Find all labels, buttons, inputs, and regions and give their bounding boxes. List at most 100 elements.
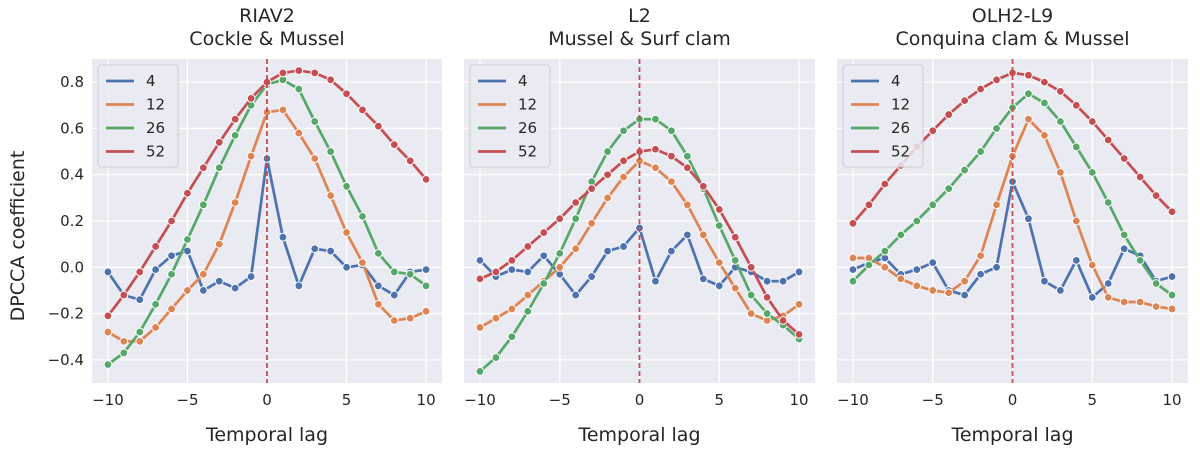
data-point	[507, 304, 517, 314]
data-point	[358, 105, 367, 115]
x-tick-label: 10	[1162, 391, 1181, 409]
data-point	[682, 151, 692, 161]
y-tick-label: 0.4	[60, 166, 84, 184]
data-point	[1024, 89, 1033, 99]
chart-title-line2: Conquina clam & Mussel	[895, 28, 1129, 50]
data-point	[603, 246, 612, 256]
data-point	[992, 124, 1001, 133]
data-point	[278, 68, 288, 78]
data-point	[992, 262, 1001, 272]
data-point	[1135, 255, 1145, 265]
legend-label: 4	[146, 72, 156, 90]
data-point	[119, 290, 129, 300]
data-point	[507, 265, 517, 275]
data-point	[342, 181, 351, 191]
data-point	[992, 75, 1001, 85]
data-point	[230, 198, 240, 207]
x-tick-label: 5	[714, 391, 724, 409]
data-point	[651, 276, 660, 286]
data-point	[198, 163, 208, 173]
data-point	[151, 265, 161, 275]
data-point	[1040, 98, 1049, 108]
data-point	[896, 230, 906, 240]
data-point	[667, 151, 676, 161]
legend-label: 52	[518, 143, 537, 161]
data-point	[778, 276, 788, 286]
data-point	[1103, 135, 1113, 145]
data-point	[421, 174, 431, 184]
data-point	[960, 290, 970, 300]
data-point	[880, 246, 890, 256]
data-point	[571, 290, 581, 300]
y-tick-label: 0.2	[60, 212, 84, 230]
data-point	[1071, 100, 1081, 110]
data-point	[928, 126, 938, 136]
data-point	[342, 89, 351, 99]
data-point	[571, 244, 581, 254]
data-point	[1071, 216, 1081, 226]
y-tick-label: 0.8	[60, 73, 84, 91]
data-point	[1135, 297, 1145, 307]
data-point	[539, 279, 549, 288]
data-point	[1055, 87, 1065, 96]
data-point	[214, 276, 224, 286]
data-point	[373, 281, 383, 291]
legend-label: 12	[146, 96, 165, 114]
x-tick-label: −10	[92, 391, 124, 409]
data-point	[976, 251, 985, 261]
x-tick-label: −10	[464, 391, 496, 409]
data-point	[151, 242, 161, 251]
x-axis-label: Temporal lag	[950, 424, 1073, 446]
data-point	[794, 330, 804, 339]
data-point	[762, 292, 772, 302]
data-point	[762, 309, 772, 318]
data-point	[389, 316, 399, 325]
data-point	[1119, 244, 1129, 254]
data-point	[1040, 130, 1049, 140]
data-point	[214, 137, 224, 147]
data-point	[992, 200, 1001, 210]
data-point	[342, 228, 351, 237]
data-point	[944, 288, 954, 298]
data-point	[326, 75, 336, 85]
data-point	[587, 184, 597, 194]
data-point	[1055, 117, 1065, 126]
data-point	[539, 251, 549, 261]
data-point	[491, 267, 501, 277]
data-point	[1087, 117, 1097, 126]
data-point	[1135, 172, 1145, 182]
data-point	[310, 244, 320, 254]
data-point	[555, 262, 565, 272]
data-point	[1024, 114, 1033, 124]
data-point	[507, 332, 517, 342]
data-point	[976, 147, 985, 156]
chart-title-line1: OLH2-L9	[972, 5, 1053, 27]
data-point	[619, 172, 628, 182]
data-point	[294, 84, 304, 94]
data-point	[405, 269, 415, 279]
legend-label: 26	[891, 119, 910, 137]
data-point	[571, 214, 581, 224]
data-point	[198, 286, 208, 295]
y-tick-label: −0.2	[48, 305, 84, 323]
legend-box	[842, 64, 924, 168]
data-point	[960, 165, 970, 175]
data-point	[912, 216, 922, 226]
x-tick-label: 10	[789, 391, 808, 409]
chart-panel-1: −10 −5 0 5 10 −0.4 −0.2 0.0 0.2 0.4 0.6 0.8 RIAV2Coc…	[48, 5, 442, 446]
chart-title-line2: Cockle & Mussel	[189, 28, 344, 50]
x-axis-label: Temporal lag	[577, 424, 700, 446]
data-point	[960, 276, 970, 286]
data-point	[928, 200, 938, 210]
data-point	[1151, 279, 1161, 288]
data-point	[135, 327, 145, 337]
data-point	[119, 348, 129, 358]
data-point	[389, 140, 399, 150]
data-point	[167, 304, 176, 314]
data-point	[151, 299, 161, 309]
data-point	[294, 128, 304, 138]
data-point	[928, 258, 938, 268]
data-point	[167, 269, 176, 279]
data-point	[746, 262, 756, 272]
